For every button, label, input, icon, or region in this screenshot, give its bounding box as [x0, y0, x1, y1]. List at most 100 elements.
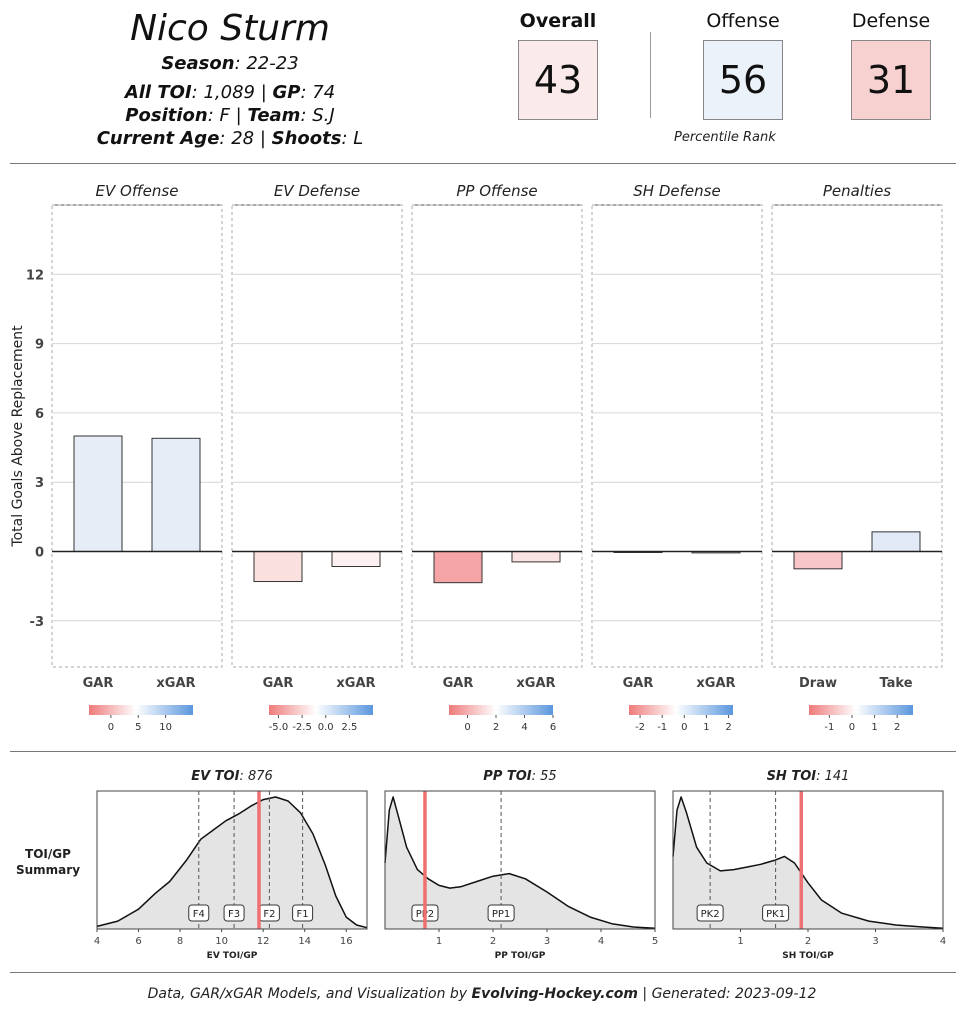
- y-tick-label: 6: [35, 407, 44, 422]
- legend-tick-label: 2: [894, 722, 900, 733]
- x-tick-label: 8: [177, 936, 183, 947]
- marker-label: F1: [297, 909, 309, 920]
- toi-panel-frame: [384, 790, 656, 930]
- y-tick-label: 0: [35, 546, 44, 561]
- y-tick-label: -3: [30, 615, 44, 630]
- defense-score-box: 31: [851, 40, 931, 120]
- legend-tick-label: -2: [635, 722, 645, 733]
- x-tick-label: 5: [652, 936, 658, 947]
- defense-label: Defense: [851, 10, 931, 32]
- bar-xgar: [331, 551, 381, 568]
- y-tick-label: 12: [26, 268, 44, 283]
- offense-score-box: 56: [703, 40, 783, 120]
- marker-label: PP1: [492, 909, 510, 920]
- toi-panel-title: PP TOI: 55: [483, 769, 556, 784]
- x-tick-label: 1: [737, 936, 743, 947]
- bar-gar: [253, 551, 303, 583]
- bar-take: [871, 531, 921, 552]
- panel-title: EV Offense: [96, 182, 179, 200]
- x-tick-label: GAR: [263, 676, 294, 691]
- legend-colorbar: [809, 705, 913, 715]
- x-tick-label: 4: [94, 936, 100, 947]
- legend-tick-label: -5.0: [269, 722, 289, 733]
- summary-label: TOI/GP: [25, 847, 71, 861]
- panel-title: Penalties: [823, 182, 891, 200]
- legend-tick-label: -2.5: [292, 722, 312, 733]
- x-tick-label: xGAR: [696, 676, 735, 691]
- chart-divider: [10, 751, 956, 752]
- percentile-rank-label: Percentile Rank: [674, 130, 776, 145]
- panel-frame: [51, 204, 223, 668]
- panel-frame: [591, 204, 763, 668]
- footer-divider: [10, 972, 956, 973]
- x-tick-label: 16: [340, 936, 353, 947]
- x-tick-label: GAR: [443, 676, 474, 691]
- age-shoots-line: Current Age: 28 | Shoots: L: [96, 128, 364, 149]
- x-tick-label: 1: [436, 936, 442, 947]
- legend-colorbar: [269, 705, 373, 715]
- panel-frame: [231, 204, 403, 668]
- season-line: Season: 22-23: [161, 53, 299, 74]
- legend-colorbar: [89, 705, 193, 715]
- toi-title-bold: EV TOI: [191, 769, 239, 784]
- toi-title-value: : 141: [816, 769, 849, 784]
- toi-panel-frame: [96, 790, 368, 930]
- panel-title: EV Defense: [274, 182, 360, 200]
- bar-xgar: [151, 437, 201, 552]
- bar-gar: [433, 551, 483, 584]
- overall-score-box: 43: [518, 40, 598, 120]
- marker-box: [762, 904, 790, 922]
- legend-tick-label: 4: [521, 722, 527, 733]
- x-tick-label: xGAR: [336, 676, 375, 691]
- legend-tick-label: -1: [657, 722, 667, 733]
- x-tick-label: 3: [872, 936, 878, 947]
- gar-bar-chart: Total Goals Above Replacement-3036912EV …: [10, 182, 943, 733]
- legend-colorbar: [449, 705, 553, 715]
- marker-label: F3: [228, 909, 240, 920]
- toi-panel-title: SH TOI: 141: [767, 769, 850, 784]
- panel-frame: [411, 204, 583, 668]
- overall-label: Overall: [519, 10, 597, 32]
- toi-title-bold: PP TOI: [483, 769, 532, 784]
- marker-box: [188, 904, 210, 922]
- marker-label: PK1: [766, 909, 785, 920]
- toi-panel-title: EV TOI: 876: [191, 769, 273, 784]
- bar-xgar: [511, 551, 561, 563]
- x-tick-label: 12: [257, 936, 270, 947]
- x-tick-label: 10: [215, 936, 228, 947]
- density-line: [384, 796, 656, 930]
- marker-box: [292, 904, 314, 922]
- panel-title: SH Defense: [633, 182, 720, 200]
- x-tick-label: xGAR: [516, 676, 555, 691]
- marker-box: [696, 904, 724, 922]
- density-area: [385, 797, 655, 929]
- legend-tick-label: 2: [725, 722, 731, 733]
- legend-tick-label: 10: [159, 722, 172, 733]
- x-axis-label: PP TOI/GP: [495, 951, 546, 961]
- marker-label: F2: [263, 909, 275, 920]
- score-divider: [650, 32, 651, 118]
- density-line: [672, 796, 944, 930]
- legend-tick-label: 6: [550, 722, 556, 733]
- legend-tick-label: 0.0: [318, 722, 334, 733]
- toi-title-value: : 876: [239, 769, 272, 784]
- x-tick-label: 3: [544, 936, 550, 947]
- x-tick-label: 2: [490, 936, 496, 947]
- offense-label: Offense: [706, 10, 780, 32]
- density-area: [97, 797, 367, 929]
- marker-label: PK2: [701, 909, 720, 920]
- x-tick-label: Draw: [799, 676, 837, 691]
- legend-tick-label: 0: [108, 722, 114, 733]
- legend-tick-label: 0: [681, 722, 687, 733]
- legend-tick-label: 5: [135, 722, 141, 733]
- panel-title: PP Offense: [456, 182, 537, 200]
- x-axis-label: SH TOI/GP: [782, 951, 834, 961]
- position-team-line: Position: F | Team: S.J: [125, 105, 335, 126]
- footer-credit: Data, GAR/xGAR Models, and Visualization…: [147, 986, 817, 1002]
- x-tick-label: 2: [805, 936, 811, 947]
- density-line: [96, 796, 368, 929]
- legend-tick-label: -1: [824, 722, 834, 733]
- x-tick-label: GAR: [83, 676, 114, 691]
- marker-label: F4: [193, 909, 205, 920]
